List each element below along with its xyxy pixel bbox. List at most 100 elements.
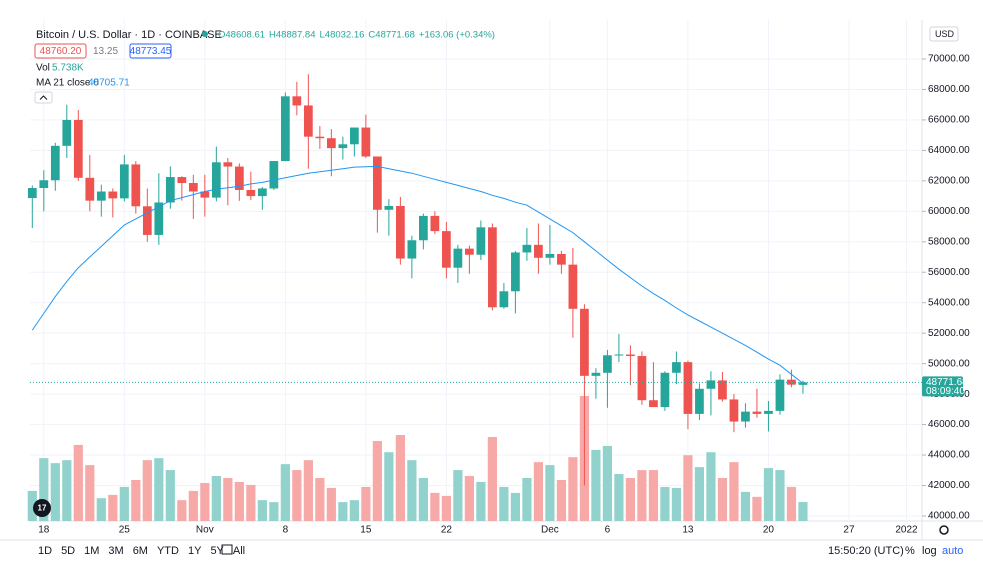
- volume-bar: [50, 463, 60, 521]
- candle-body: [349, 127, 359, 145]
- range-button[interactable]: 3M: [108, 545, 123, 557]
- candle-body: [741, 411, 750, 422]
- log-toggle[interactable]: log: [922, 545, 937, 557]
- candle-body: [660, 372, 670, 408]
- y-tick-label: 56000.00: [928, 267, 970, 278]
- range-button[interactable]: 6M: [133, 545, 148, 557]
- range-button[interactable]: 1M: [84, 545, 99, 557]
- toolbar: 1D 5D 1M 3M 6M YTD 1Y 5Y All: [38, 545, 245, 557]
- auto-toggle[interactable]: auto: [942, 545, 963, 557]
- ohlc-value: C48771.68: [368, 30, 414, 41]
- candle-body: [499, 291, 509, 308]
- volume-bar: [441, 495, 451, 521]
- candle-body: [672, 362, 681, 373]
- candle-body: [154, 202, 164, 235]
- ohlc-value: H48887.84: [269, 30, 315, 41]
- candle-body: [292, 96, 302, 106]
- candle-body: [62, 119, 72, 146]
- volume-bar: [763, 468, 774, 521]
- range-button[interactable]: 1Y: [188, 545, 202, 557]
- candle-body: [119, 164, 129, 199]
- candle-body: [50, 145, 60, 181]
- candle-body: [303, 105, 313, 137]
- candle-body: [223, 162, 233, 167]
- ma-value: 48705.71: [88, 78, 130, 89]
- volume-bar: [188, 490, 198, 521]
- candle-body: [522, 244, 532, 253]
- candle-body: [211, 162, 221, 198]
- y-tick-label: 54000.00: [928, 297, 970, 308]
- candle-body: [338, 144, 348, 149]
- settings-icon[interactable]: [939, 525, 949, 535]
- volume-bar: [556, 479, 567, 521]
- ask-box[interactable]: [129, 43, 172, 59]
- volume-bar: [361, 486, 371, 521]
- candle-body: [234, 166, 244, 190]
- collapse-button[interactable]: [34, 91, 53, 104]
- volume-bar: [487, 437, 497, 521]
- volume-bar: [476, 481, 486, 521]
- y-tick-label: 44000.00: [928, 450, 970, 461]
- volume-bar: [625, 478, 636, 521]
- last-price-tag: [922, 376, 963, 397]
- calendar-icon[interactable]: [221, 544, 233, 555]
- candle-body: [73, 119, 83, 178]
- x-tick-label: Dec: [541, 525, 559, 536]
- range-button[interactable]: All: [233, 545, 245, 557]
- candle-body: [787, 379, 796, 385]
- candle-body: [580, 308, 589, 376]
- volume-bar: [522, 478, 532, 521]
- ohlc-value: O48608.61: [218, 30, 265, 41]
- y-tick-label: 46000.00: [928, 419, 970, 430]
- candle-body: [442, 231, 451, 268]
- x-tick-label: 25: [119, 525, 131, 536]
- range-button[interactable]: 1D: [38, 545, 52, 557]
- candle-body: [361, 127, 371, 157]
- y-tick-label: 68000.00: [928, 84, 970, 95]
- volume-bar: [234, 481, 244, 521]
- candle-body: [511, 252, 520, 292]
- candle-body: [614, 354, 624, 356]
- volume-name: Vol: [36, 63, 50, 74]
- candle-body: [626, 354, 635, 357]
- candle-body: [775, 379, 785, 411]
- range-button[interactable]: 5Y: [210, 545, 224, 557]
- x-tick-label: 27: [843, 525, 855, 536]
- volume-bar: [108, 494, 118, 521]
- logo[interactable]: [33, 499, 51, 517]
- x-tick-label: 22: [441, 525, 453, 536]
- volume-bar: [349, 500, 359, 521]
- candle-body: [649, 400, 658, 408]
- volume-bar: [165, 470, 175, 521]
- volume-bar: [683, 455, 693, 521]
- candle-body: [683, 362, 693, 414]
- candle-body: [280, 96, 290, 162]
- logo-mark: 17: [38, 504, 47, 513]
- volume-bar: [430, 492, 440, 521]
- x-tick-label: 15: [360, 525, 372, 536]
- volume-bar: [119, 486, 129, 521]
- volume-bar: [786, 486, 797, 521]
- candle-body: [177, 177, 187, 183]
- x-tick-label: 6: [605, 525, 611, 536]
- candle-body: [430, 215, 440, 232]
- volume-bar: [602, 445, 613, 521]
- candle-body: [372, 156, 382, 210]
- volume-bar: [257, 500, 267, 521]
- currency-button[interactable]: [929, 26, 959, 42]
- bid-box[interactable]: [34, 43, 87, 59]
- volume-bar: [694, 467, 705, 521]
- x-tick-label: 8: [283, 525, 289, 536]
- candle-body: [465, 248, 474, 255]
- volume-bar: [545, 465, 555, 521]
- range-button[interactable]: YTD: [157, 545, 179, 557]
- y-tick-label: 58000.00: [928, 236, 970, 247]
- candle-body: [326, 138, 336, 149]
- range-button[interactable]: 5D: [61, 545, 75, 557]
- candle-body: [718, 380, 727, 400]
- volume-bar: [798, 502, 808, 521]
- percent-toggle[interactable]: %: [905, 545, 915, 557]
- y-tick-label: 66000.00: [928, 115, 970, 126]
- candle-body: [476, 227, 486, 255]
- volume-bar: [246, 484, 256, 521]
